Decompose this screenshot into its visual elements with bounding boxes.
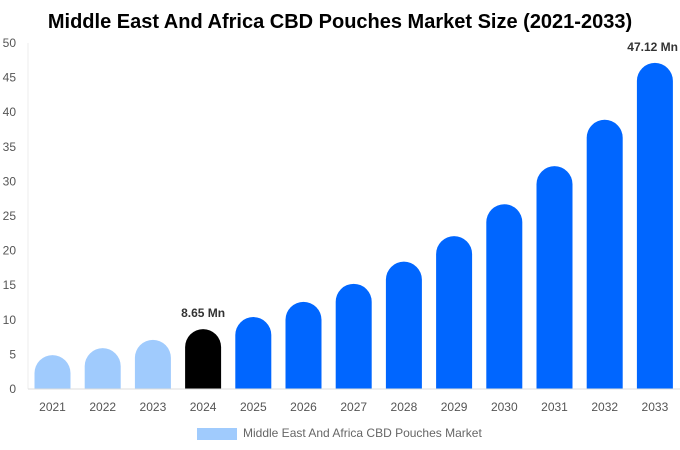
bar-2021[interactable] [34,355,71,389]
legend-swatch [197,428,237,440]
bar-2029[interactable] [436,236,473,389]
data-label: 47.12 Mn [627,40,678,54]
bar-2026[interactable] [285,301,322,389]
x-tick-label: 2022 [89,400,116,414]
bar-2033[interactable] [636,62,673,390]
data-labels: 8.65 Mn 47.12 Mn [181,40,678,320]
x-tick-label: 2025 [240,400,267,414]
x-tick-label: 2023 [140,400,167,414]
y-tick-label: 20 [3,244,17,258]
bar-2027[interactable] [335,283,372,389]
bar-2030[interactable] [486,204,523,389]
bar-2025[interactable] [235,317,272,389]
x-axis: 2021 2022 2023 2024 2025 2026 2027 2028 2029 2030… [28,388,680,414]
legend[interactable]: Middle East And Africa CBD Pouches Marke… [197,426,482,440]
y-tick-label: 40 [3,105,17,119]
y-axis: 0 5 10 15 20 25 30 35 40 45 50 [3,36,29,396]
y-tick-label: 30 [3,174,17,188]
x-tick-label: 2029 [441,400,468,414]
x-tick-label: 2033 [642,400,669,414]
data-label: 8.65 Mn [181,306,225,320]
y-tick-label: 45 [3,71,17,85]
x-tick-label: 2021 [39,400,66,414]
y-tick-label: 35 [3,140,17,154]
y-tick-label: 5 [9,347,16,361]
x-tick-label: 2030 [491,400,518,414]
bars [34,62,673,390]
x-tick-label: 2026 [290,400,317,414]
bar-2023[interactable] [134,339,171,389]
y-tick-label: 0 [9,382,16,396]
bar-2032[interactable] [586,119,623,389]
x-tick-label: 2031 [541,400,568,414]
bar-2031[interactable] [536,166,573,389]
y-tick-label: 15 [3,278,17,292]
y-tick-label: 25 [3,209,17,223]
y-tick-label: 10 [3,313,17,327]
x-tick-label: 2027 [340,400,367,414]
bar-2028[interactable] [385,261,422,389]
bar-2024[interactable] [185,329,222,389]
x-tick-label: 2028 [391,400,418,414]
legend-label: Middle East And Africa CBD Pouches Marke… [243,426,482,440]
chart-title: Middle East And Africa CBD Pouches Marke… [48,11,632,33]
x-tick-label: 2032 [591,400,618,414]
x-tick-label: 2024 [190,400,217,414]
bar-2022[interactable] [84,348,121,389]
y-tick-label: 50 [3,36,17,50]
